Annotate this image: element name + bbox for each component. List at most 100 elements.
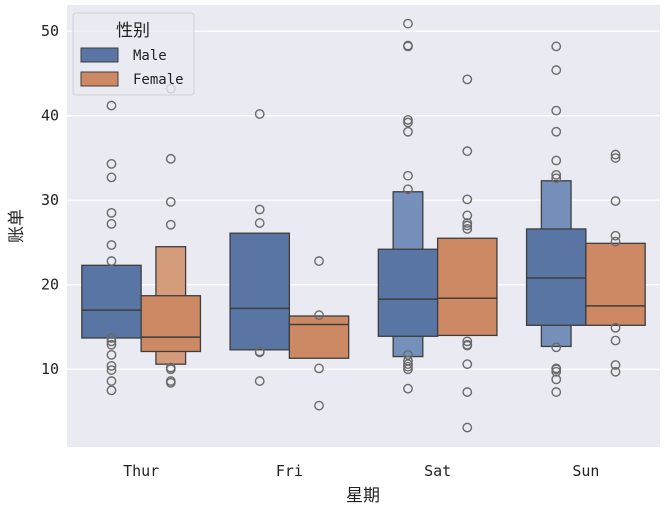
outlier-point — [610, 366, 621, 377]
outlier-point — [403, 349, 413, 360]
y-tick-label: 50 — [41, 22, 59, 40]
outlier-point — [551, 366, 562, 377]
box-female-sat-level-0 — [436, 237, 498, 337]
outlier-point — [610, 236, 621, 247]
outlier-point — [403, 126, 413, 137]
outlier-point — [610, 322, 621, 333]
outlier-point — [165, 377, 176, 388]
outlier-point — [106, 218, 117, 229]
outlier-point — [165, 197, 176, 207]
outlier-point — [165, 153, 176, 164]
outlier-point — [106, 385, 117, 396]
outlier-point — [610, 196, 621, 206]
legend-swatch-female — [80, 71, 119, 87]
box-female-fri-level-0 — [288, 315, 350, 359]
outlier-point — [106, 158, 117, 169]
box-female-sun-level-0 — [585, 242, 646, 326]
outlier-point — [165, 219, 176, 230]
outlier-point — [106, 240, 117, 250]
outlier-point — [462, 422, 473, 433]
outlier-point — [551, 387, 562, 397]
x-axis-label: 星期 — [346, 486, 380, 506]
outlier-point — [106, 256, 117, 266]
outlier-point — [551, 65, 562, 75]
outlier-point — [403, 364, 413, 375]
outlier-point — [610, 149, 621, 160]
outlier-point — [314, 400, 324, 411]
outlier-point — [106, 208, 117, 218]
outlier-point — [403, 117, 413, 128]
x-tick-label: Thur — [123, 462, 159, 480]
legend-label-female: Female — [133, 72, 184, 88]
outlier-point — [254, 347, 265, 358]
outlier-point — [551, 105, 562, 116]
y-axis-label: 账单 — [7, 209, 27, 243]
outlier-point — [462, 146, 473, 157]
outlier-point — [314, 363, 324, 374]
outlier-point — [610, 360, 621, 370]
box-male-fri-level-0 — [229, 232, 291, 351]
outlier-point — [254, 218, 265, 228]
outlier-point — [106, 100, 117, 111]
outlier-point — [403, 184, 413, 195]
outlier-point — [462, 194, 473, 205]
outlier-point — [403, 41, 413, 52]
outlier-point — [551, 364, 562, 375]
outlier-point — [314, 310, 324, 321]
legend: 性别 Male Female — [72, 12, 195, 96]
outlier-point — [462, 218, 473, 228]
outlier-point — [254, 204, 265, 215]
outlier-point — [106, 349, 117, 360]
outlier-point — [462, 74, 473, 85]
outlier-point — [462, 220, 473, 231]
outlier-point — [462, 336, 473, 347]
outlier-point — [403, 170, 413, 181]
outlier-point — [551, 126, 562, 137]
legend-swatch-male — [80, 47, 119, 63]
outlier-point — [106, 339, 117, 350]
outlier-point — [610, 335, 621, 346]
outlier-point — [254, 109, 265, 119]
legend-title: 性别 — [116, 21, 150, 41]
y-tick-label: 10 — [41, 360, 59, 378]
outlier-point — [106, 333, 117, 343]
outlier-point — [106, 376, 117, 386]
outlier-point — [106, 360, 117, 371]
outlier-point — [403, 359, 413, 370]
outlier-point — [551, 41, 562, 52]
outlier-point — [551, 169, 562, 180]
outlier-point — [610, 230, 621, 241]
y-tick-label: 40 — [41, 107, 59, 125]
y-tick-label: 20 — [41, 276, 59, 294]
outlier-point — [462, 359, 473, 370]
outlier-point — [403, 115, 413, 125]
outlier-point — [106, 172, 117, 183]
outlier-point — [254, 376, 265, 386]
outlier-point — [610, 153, 621, 163]
box-female-thur-level-0 — [140, 295, 202, 353]
legend-label-male: Male — [133, 48, 167, 64]
outlier-point — [551, 173, 562, 184]
outlier-point — [462, 210, 473, 221]
outlier-point — [106, 336, 117, 347]
outlier-point — [551, 374, 562, 385]
box-male-thur-level-0 — [81, 264, 142, 339]
outlier-point — [462, 387, 473, 397]
outlier-point — [462, 224, 473, 234]
box-male-sat-level-0 — [377, 248, 439, 337]
outlier-point — [403, 18, 413, 29]
outlier-point — [403, 383, 413, 394]
outlier-point — [403, 361, 413, 372]
outlier-point — [551, 155, 562, 166]
x-tick-label: Sun — [572, 462, 599, 480]
y-tick-label: 30 — [41, 191, 59, 209]
x-tick-label: Fri — [276, 462, 303, 480]
outlier-point — [165, 364, 176, 375]
outlier-point — [106, 365, 117, 375]
outlier-point — [314, 256, 324, 266]
outlier-point — [551, 342, 562, 353]
box-male-sun-level-0 — [525, 228, 587, 326]
x-tick-label: Sat — [424, 462, 451, 480]
outlier-point — [462, 340, 473, 351]
